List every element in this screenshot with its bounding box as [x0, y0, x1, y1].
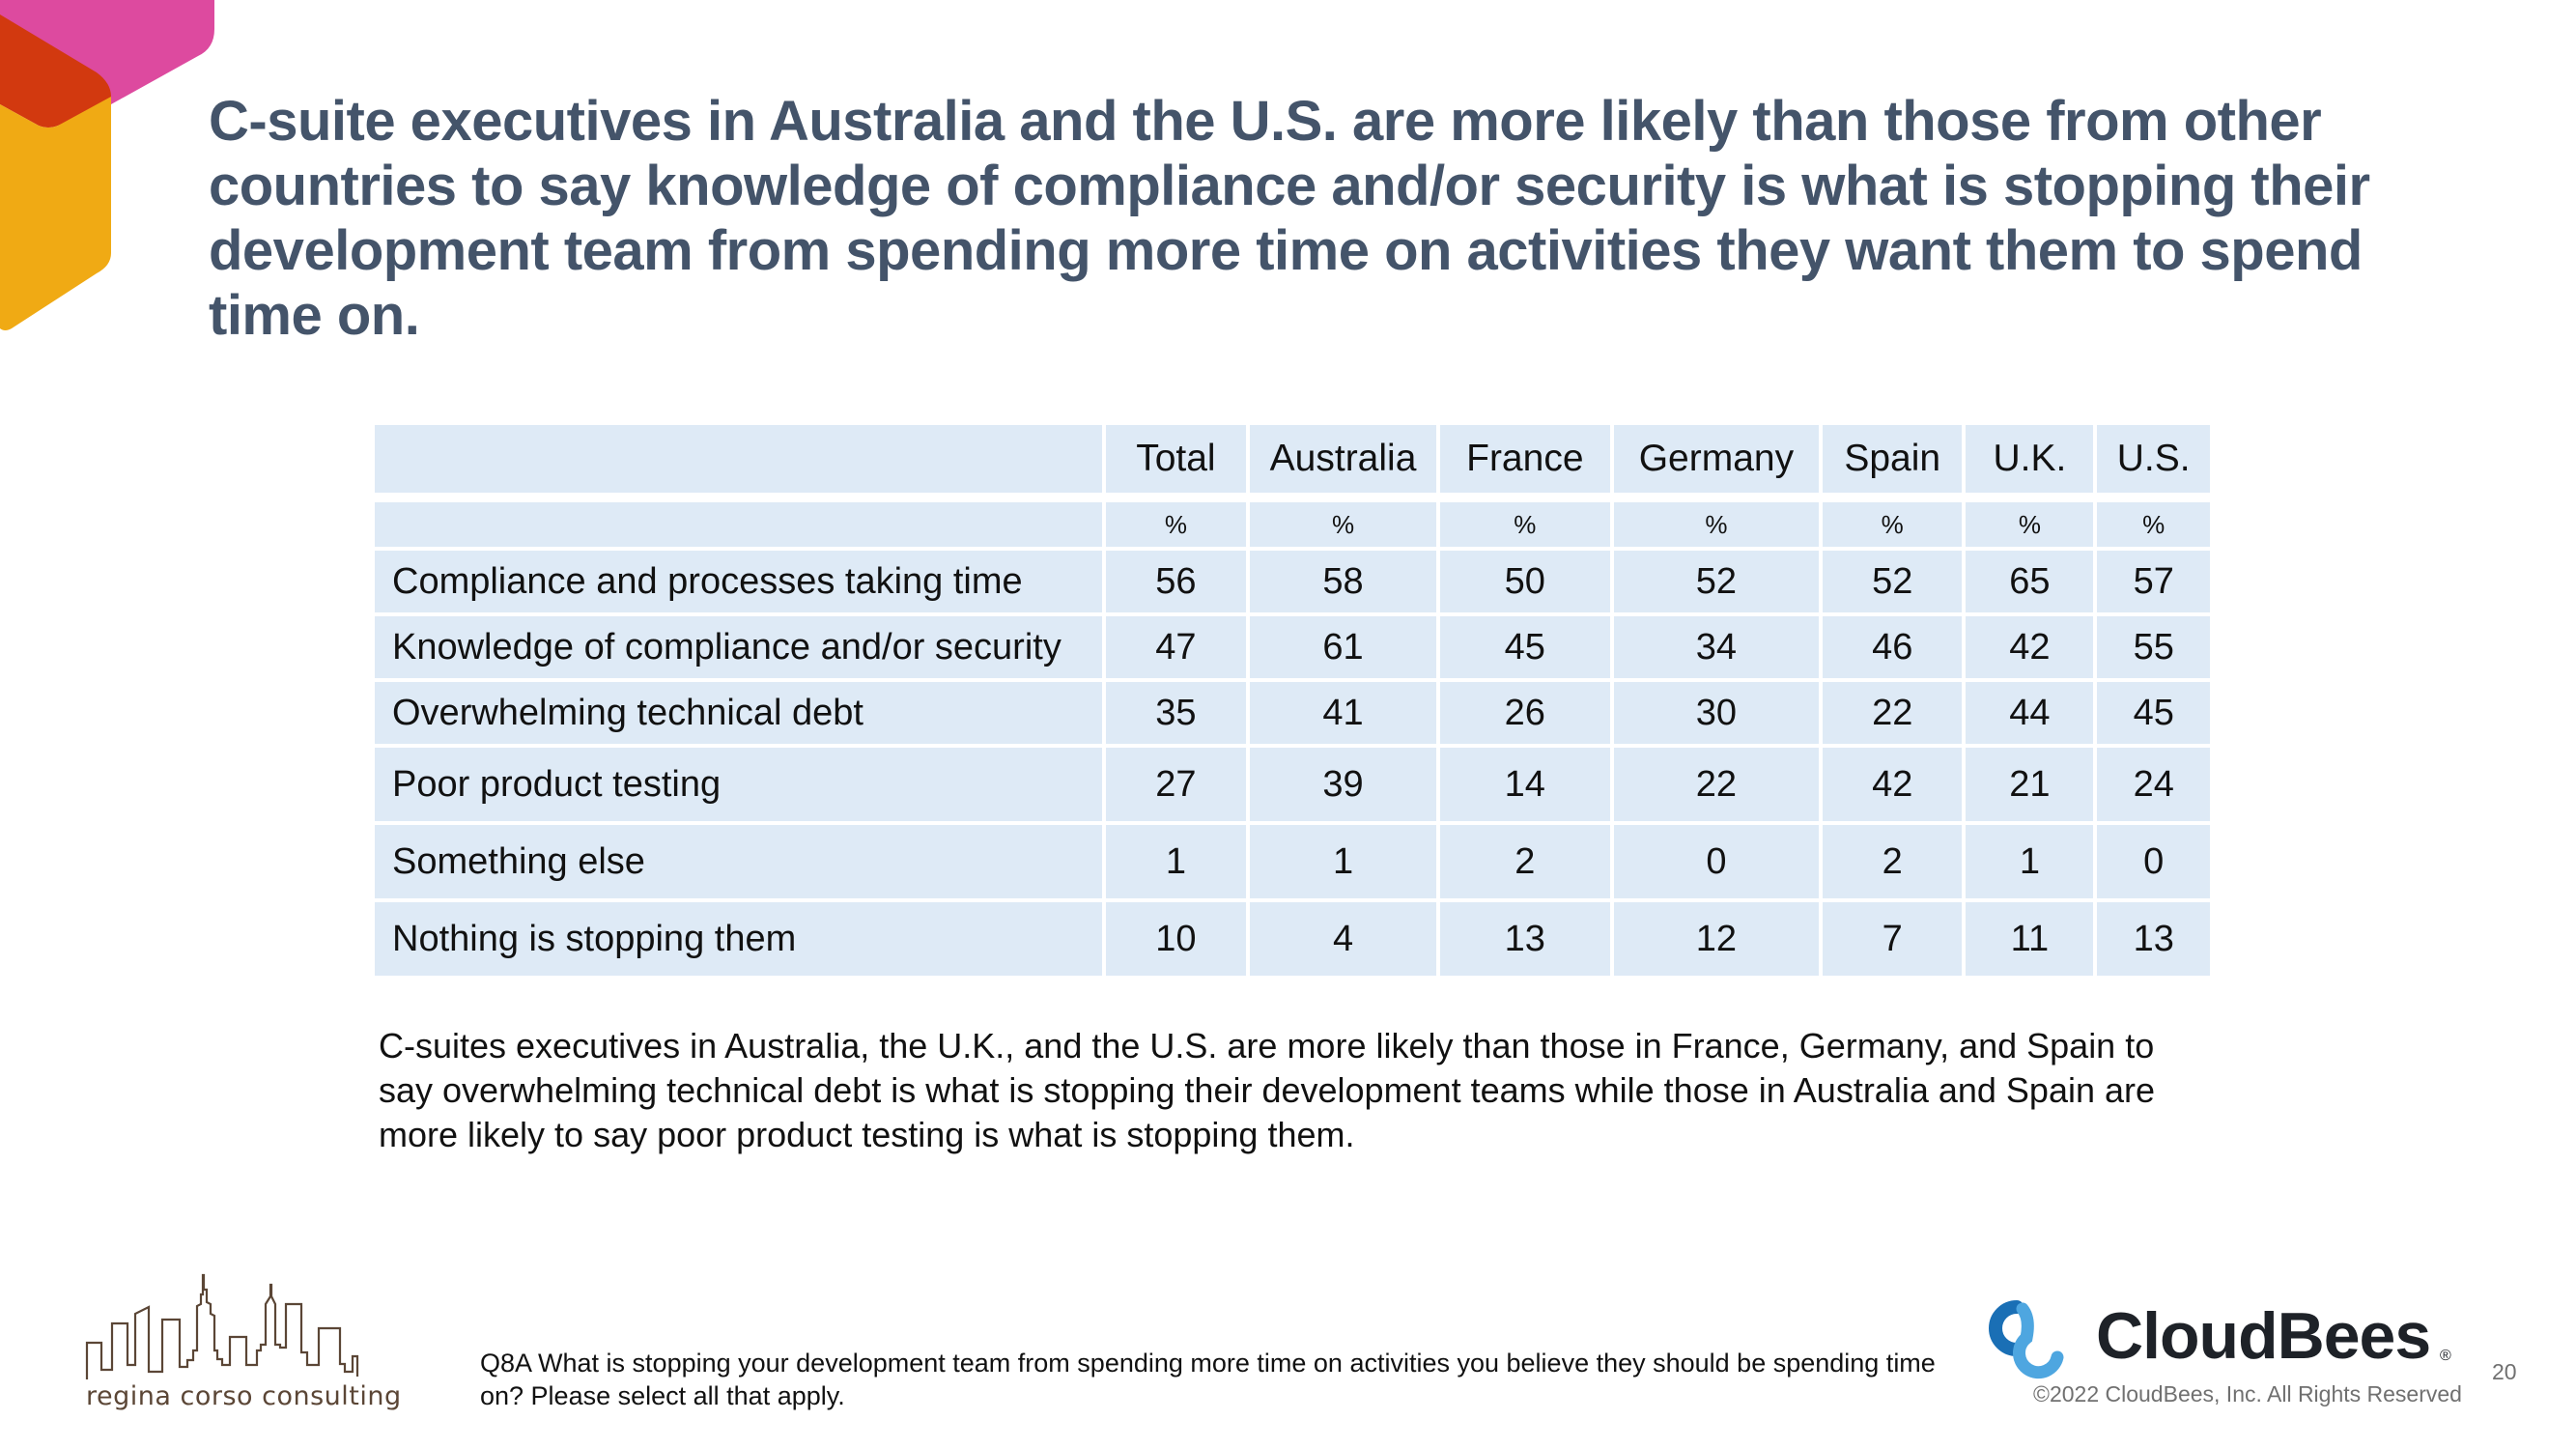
- results-table: Total Australia France Germany Spain U.K…: [371, 425, 2214, 980]
- value-cell: 35: [1105, 682, 1247, 748]
- value-cell: 2: [1439, 825, 1610, 902]
- column-header-us: U.S.: [2097, 425, 2210, 502]
- value-cell: 7: [1823, 902, 1963, 980]
- brand-shape-yellow: [0, 97, 111, 330]
- survey-question-footnote: Q8A What is stopping your development te…: [480, 1349, 1936, 1410]
- cloudbees-cb-icon: [1989, 1300, 2064, 1379]
- unit-cell: %: [1439, 502, 1610, 551]
- table-row: Knowledge of compliance and/or security …: [375, 616, 2210, 682]
- table-row: Something else 1 1 2 0 2 1 0: [375, 825, 2210, 902]
- value-cell: 57: [2097, 551, 2210, 616]
- value-cell: 45: [2097, 682, 2210, 748]
- value-cell: 26: [1439, 682, 1610, 748]
- row-label: Something else: [375, 825, 1102, 902]
- row-label: Poor product testing: [375, 748, 1102, 825]
- value-cell: 44: [1966, 682, 2094, 748]
- column-header-spain: Spain: [1823, 425, 1963, 502]
- brand-corner-shape: [0, 0, 214, 330]
- header-blank-cell: [375, 425, 1102, 502]
- unit-cell: %: [1250, 502, 1436, 551]
- value-cell: 1: [1105, 825, 1247, 902]
- column-header-uk: U.K.: [1966, 425, 2094, 502]
- value-cell: 22: [1613, 748, 1819, 825]
- row-label: Knowledge of compliance and/or security: [375, 616, 1102, 682]
- unit-cell: %: [2097, 502, 2210, 551]
- value-cell: 0: [1613, 825, 1819, 902]
- slide-title: C-suite executives in Australia and the …: [209, 90, 2370, 347]
- unit-blank-cell: [375, 502, 1102, 551]
- value-cell: 1: [1966, 825, 2094, 902]
- summary-text: C-suites executives in Australia, the U.…: [379, 1026, 2156, 1154]
- city-skyline-icon: [85, 1273, 359, 1379]
- brand-shape-red: [0, 14, 111, 128]
- value-cell: 56: [1105, 551, 1247, 616]
- value-cell: 42: [1823, 748, 1963, 825]
- value-cell: 42: [1966, 616, 2094, 682]
- value-cell: 22: [1823, 682, 1963, 748]
- value-cell: 34: [1613, 616, 1819, 682]
- table-row: Compliance and processes taking time 56 …: [375, 551, 2210, 616]
- value-cell: 55: [2097, 616, 2210, 682]
- value-cell: 11: [1966, 902, 2094, 980]
- value-cell: 4: [1250, 902, 1436, 980]
- page-number: 20: [2492, 1359, 2517, 1384]
- column-header-france: France: [1439, 425, 1610, 502]
- value-cell: 39: [1250, 748, 1436, 825]
- value-cell: 13: [1439, 902, 1610, 980]
- unit-cell: %: [1105, 502, 1247, 551]
- value-cell: 46: [1823, 616, 1963, 682]
- consultancy-logo-text: regina corso consulting: [86, 1381, 402, 1411]
- column-header-germany: Germany: [1613, 425, 1819, 502]
- table-row: Overwhelming technical debt 35 41 26 30 …: [375, 682, 2210, 748]
- unit-cell: %: [1966, 502, 2094, 551]
- value-cell: 0: [2097, 825, 2210, 902]
- value-cell: 12: [1613, 902, 1819, 980]
- table-row: Poor product testing 27 39 14 22 42 21 2…: [375, 748, 2210, 825]
- value-cell: 13: [2097, 902, 2210, 980]
- row-label: Compliance and processes taking time: [375, 551, 1102, 616]
- value-cell: 61: [1250, 616, 1436, 682]
- column-header-total: Total: [1105, 425, 1247, 502]
- row-label: Overwhelming technical debt: [375, 682, 1102, 748]
- column-header-australia: Australia: [1250, 425, 1436, 502]
- brand-shape-pink: [0, 0, 214, 104]
- value-cell: 10: [1105, 902, 1247, 980]
- value-cell: 47: [1105, 616, 1247, 682]
- value-cell: 2: [1823, 825, 1963, 902]
- registered-mark: ®: [2440, 1348, 2451, 1364]
- unit-cell: %: [1823, 502, 1963, 551]
- cloudbees-wordmark: CloudBees: [2096, 1299, 2431, 1373]
- value-cell: 21: [1966, 748, 2094, 825]
- value-cell: 58: [1250, 551, 1436, 616]
- value-cell: 52: [1613, 551, 1819, 616]
- value-cell: 14: [1439, 748, 1610, 825]
- table-header-row: Total Australia France Germany Spain U.K…: [375, 425, 2210, 502]
- value-cell: 45: [1439, 616, 1610, 682]
- value-cell: 52: [1823, 551, 1963, 616]
- unit-row: % % % % % % %: [375, 502, 2210, 551]
- value-cell: 1: [1250, 825, 1436, 902]
- value-cell: 24: [2097, 748, 2210, 825]
- row-label: Nothing is stopping them: [375, 902, 1102, 980]
- value-cell: 41: [1250, 682, 1436, 748]
- table-row: Nothing is stopping them 10 4 13 12 7 11…: [375, 902, 2210, 980]
- unit-cell: %: [1613, 502, 1819, 551]
- value-cell: 27: [1105, 748, 1247, 825]
- value-cell: 30: [1613, 682, 1819, 748]
- value-cell: 65: [1966, 551, 2094, 616]
- value-cell: 50: [1439, 551, 1610, 616]
- copyright-text: ©2022 CloudBees, Inc. All Rights Reserve…: [2033, 1381, 2462, 1406]
